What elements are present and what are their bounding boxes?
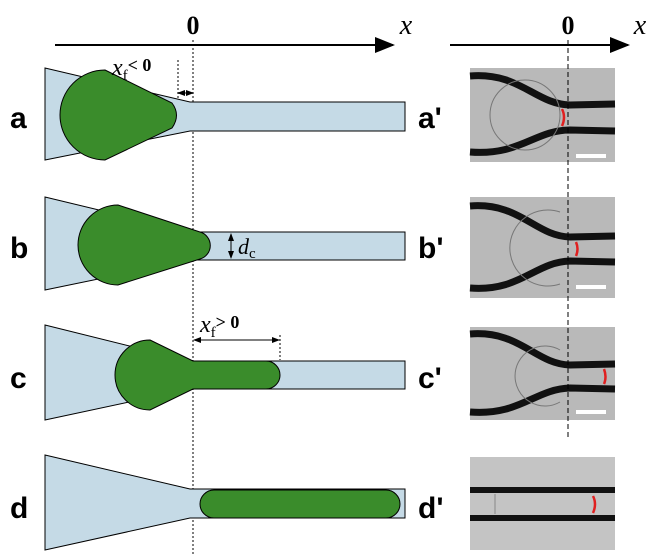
xf-label: xf> 0 [199,312,239,341]
var: x [111,55,123,81]
droplet [60,70,177,160]
sub: c [249,246,256,262]
wall [470,515,615,521]
axis-origin: 0 [562,11,575,40]
relation: > 0 [216,312,240,332]
panel-label: d' [418,492,443,525]
schematic-b: dc b [10,197,405,290]
schematic-a: xf< 0 a [10,55,405,160]
droplet [78,205,210,285]
panel-label: d [10,492,28,525]
panel-label: a' [418,102,442,135]
schematic-c: xf> 0 c [10,312,405,420]
micrograph-d: d' [418,457,615,550]
panel-label: b' [418,232,443,265]
micrograph-b: b' [418,197,615,298]
image [470,68,615,162]
axis-origin: 0 [187,11,200,40]
xf-label: xf< 0 [111,55,151,84]
panel-label: a [10,102,27,135]
image [470,197,615,298]
micrograph-c: c' [418,327,615,420]
relation: < 0 [128,55,152,75]
micrograph-a: a' [418,68,615,162]
image [470,457,615,550]
axis-variable: x [633,10,647,41]
figure: 0 x xf< 0 a dc b xf> 0 c d 0 x [0,0,650,556]
wall [470,487,615,493]
panel-label: c' [418,362,442,395]
var: x [199,312,211,338]
droplet [115,340,280,410]
panel-label: c [10,362,27,395]
droplet [200,490,400,518]
schematic-d: d [10,455,405,550]
axis-variable: x [399,10,413,41]
panel-label: b [10,232,28,265]
